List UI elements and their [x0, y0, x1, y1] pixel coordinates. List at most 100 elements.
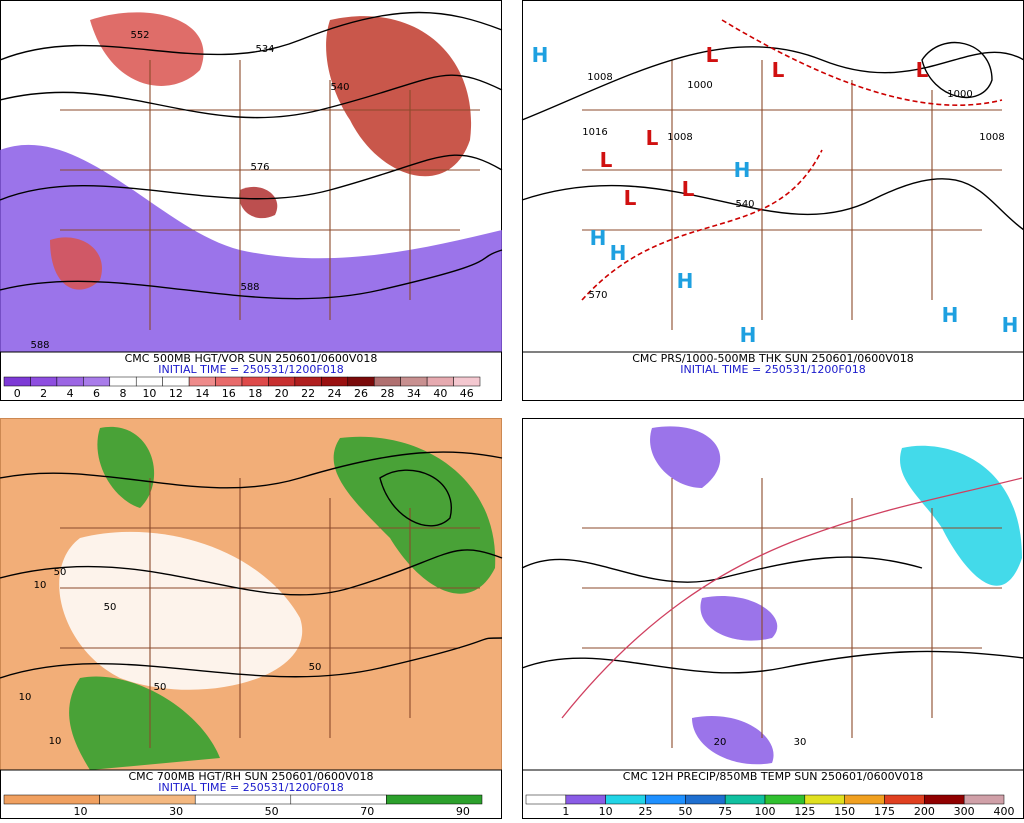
colorbar-swatch [386, 794, 483, 805]
contour-label: 1016 [582, 127, 607, 138]
colorbar-swatch [724, 794, 766, 805]
colorbar-swatch [373, 376, 401, 387]
contour-label: 540 [330, 82, 349, 93]
map-area [0, 418, 503, 770]
colorbar-swatch [884, 794, 925, 805]
colorbar-label: 100 [755, 805, 776, 818]
contour-label: L [682, 177, 695, 201]
colorbar-label: 50 [678, 805, 692, 818]
colorbar-swatch [764, 794, 806, 805]
colorbar-swatch [426, 376, 454, 387]
contour-label: L [646, 126, 659, 150]
colorbar-label: 10 [599, 805, 613, 818]
contour-label: H [740, 323, 757, 347]
colorbar-label: 28 [380, 387, 394, 400]
colorbar-label: 300 [954, 805, 975, 818]
colorbar-label: 46 [460, 387, 474, 400]
colorbar-swatch [162, 376, 190, 387]
contour [0, 154, 503, 201]
contour [0, 637, 503, 679]
shading [59, 531, 303, 690]
contour-label: L [706, 43, 719, 67]
shading [0, 144, 502, 352]
colorbar-swatch [268, 376, 296, 387]
contour-label: H [1002, 313, 1019, 337]
panel-title: CMC 500MB HGT/VOR SUN 250601/0600V018 [125, 352, 378, 365]
shading [692, 716, 774, 765]
contour [921, 41, 993, 99]
map-panel: 20 30 CMC 12H PRECIP/850MB TEMP SUN 250601… [521, 418, 1024, 819]
contour-label: H [942, 303, 959, 327]
colorbar-label: 18 [248, 387, 262, 400]
colorbar-label: 75 [718, 805, 732, 818]
contour-label: 30 [794, 737, 807, 748]
colorbar-label: 30 [169, 805, 183, 818]
shading [69, 676, 220, 770]
initial-time: INITIAL TIME = 250531/1200F018 [158, 363, 343, 376]
contour-label: 1008 [667, 132, 692, 143]
contour-label: 576 [250, 162, 269, 173]
colorbar-label: 10 [73, 805, 87, 818]
colorbar-swatch [924, 794, 965, 805]
contour-label: 1000 [947, 89, 972, 100]
colorbar-swatch [645, 794, 686, 805]
contour [0, 249, 503, 300]
contour [0, 74, 503, 119]
panel-title: CMC 700MB HGT/RH SUN 250601/0600V018 [128, 770, 373, 783]
colorbar-swatch [844, 794, 885, 805]
colorbar-label: 90 [456, 805, 470, 818]
colorbar-swatch [963, 794, 1005, 805]
map-panel: 10 50 50 10 10 50 50 CMC 700MB HGT/RH SUN 25060… [0, 418, 503, 819]
map-panel: 552 534 576 588 588 540 CMC 500MB HGT/VOR SUN … [0, 0, 503, 401]
contour-label: L [772, 58, 785, 82]
colorbar-label: 4 [67, 387, 74, 400]
colorbar-label: 0 [14, 387, 21, 400]
contour [0, 451, 503, 489]
colorbar-label: 2 [40, 387, 47, 400]
map-area [521, 426, 1024, 765]
colorbar-swatch [400, 376, 428, 387]
contour-label: 10 [49, 736, 62, 747]
colorbar-swatch [241, 376, 269, 387]
colorbar-label: 200 [914, 805, 935, 818]
colorbar-label: 12 [169, 387, 183, 400]
initial-time: INITIAL TIME = 250531/1200F018 [680, 363, 865, 376]
temp-line [561, 477, 1023, 719]
contour [521, 46, 1024, 121]
state-lines [582, 60, 1002, 330]
contour-label: H [677, 269, 694, 293]
colorbar-swatch [605, 794, 646, 805]
colorbar-label: 125 [794, 805, 815, 818]
shading [97, 426, 155, 508]
colorbar-swatch [109, 376, 137, 387]
map-area [0, 11, 503, 352]
contour-label: L [916, 58, 929, 82]
contour-label: 552 [130, 30, 149, 41]
shading [650, 426, 721, 488]
colorbar-swatch [135, 376, 163, 387]
contour [379, 469, 452, 527]
shading [239, 186, 278, 219]
colorbar-label: 1 [562, 805, 569, 818]
colorbar-swatch [290, 794, 387, 805]
contour-label: 588 [30, 340, 49, 351]
colorbar-label: 50 [265, 805, 279, 818]
colorbar-swatch [30, 376, 58, 387]
contour-label: H [610, 241, 627, 265]
colorbar-label: 10 [142, 387, 156, 400]
contour-label: 540 [735, 199, 754, 210]
map-frame [522, 0, 1024, 401]
contour-label: 588 [240, 282, 259, 293]
colorbar-swatch [3, 794, 100, 805]
colorbar-swatch [453, 376, 481, 387]
colorbar-swatch [294, 376, 322, 387]
colorbar-swatch [565, 794, 606, 805]
colorbar-label: 14 [195, 387, 209, 400]
colorbar-label: 150 [834, 805, 855, 818]
colorbar-label: 22 [301, 387, 315, 400]
contour [521, 178, 1024, 231]
contour-label: L [624, 186, 637, 210]
colorbar-label: 6 [93, 387, 100, 400]
